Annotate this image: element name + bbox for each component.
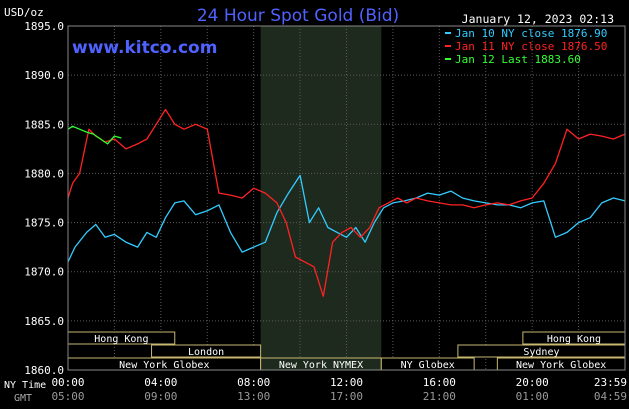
y-tick-label: 1860.0 [24, 364, 64, 377]
series-line-jan-11 [67, 108, 626, 297]
y-tick-label: 1865.0 [24, 315, 64, 328]
session-label: London [188, 347, 224, 358]
y-tick-label: 1875.0 [24, 217, 64, 230]
y-tick-label: 1885.0 [24, 118, 64, 131]
session-label: New York Globex [119, 360, 209, 371]
x-tick-ny: 23:59 [594, 376, 627, 389]
x-tick-gmt: 01:00 [516, 390, 549, 403]
y-tick-label: 1890.0 [24, 69, 64, 82]
legend-label: Jan 12 Last 1883.60 [455, 53, 581, 66]
x-tick-ny: 20:00 [516, 376, 549, 389]
x-tick-ny: 04:00 [144, 376, 177, 389]
x-tick-gmt: 04:59 [594, 390, 627, 403]
x-tick-ny: 08:00 [237, 376, 270, 389]
legend-label: Jan 10 NY close 1876.90 [455, 27, 607, 40]
x-tick-ny: 00:00 [51, 376, 84, 389]
session-label: Hong Kong [547, 334, 601, 345]
timestamp: January 12, 2023 02:13 [462, 12, 614, 26]
x-tick-gmt: 21:00 [423, 390, 456, 403]
series-line-jan-12 [67, 125, 122, 145]
x-tick-gmt: 17:00 [330, 390, 363, 403]
y-tick-label: 1895.0 [24, 20, 64, 33]
y-tick-label: 1880.0 [24, 167, 64, 180]
watermark: www.kitco.com [72, 38, 217, 58]
y-axis-label: USD/oz [4, 6, 44, 19]
ny-time-row-label: NY Time [4, 380, 46, 391]
y-tick-label: 1870.0 [24, 266, 64, 279]
legend-label: Jan 11 NY close 1876.50 [455, 40, 607, 53]
session-label: Hong Kong [94, 334, 148, 345]
chart-title: 24 Hour Spot Gold (Bid) [197, 6, 399, 26]
x-tick-gmt: 05:00 [51, 390, 84, 403]
gmt-row-label: GMT [14, 393, 32, 404]
series-line-jan-10 [67, 174, 626, 263]
session-label: New York NYMEX [279, 360, 363, 371]
session-label: New York Globex [516, 360, 606, 371]
x-tick-gmt: 13:00 [237, 390, 270, 403]
x-tick-ny: 16:00 [423, 376, 456, 389]
nymex-shaded-band [260, 26, 382, 370]
x-tick-ny: 12:00 [330, 376, 363, 389]
session-label: Sydney [523, 347, 559, 358]
plot-frame [67, 25, 626, 371]
x-tick-gmt: 09:00 [144, 390, 177, 403]
session-label: NY Globex [401, 360, 455, 371]
session-box [151, 344, 262, 358]
